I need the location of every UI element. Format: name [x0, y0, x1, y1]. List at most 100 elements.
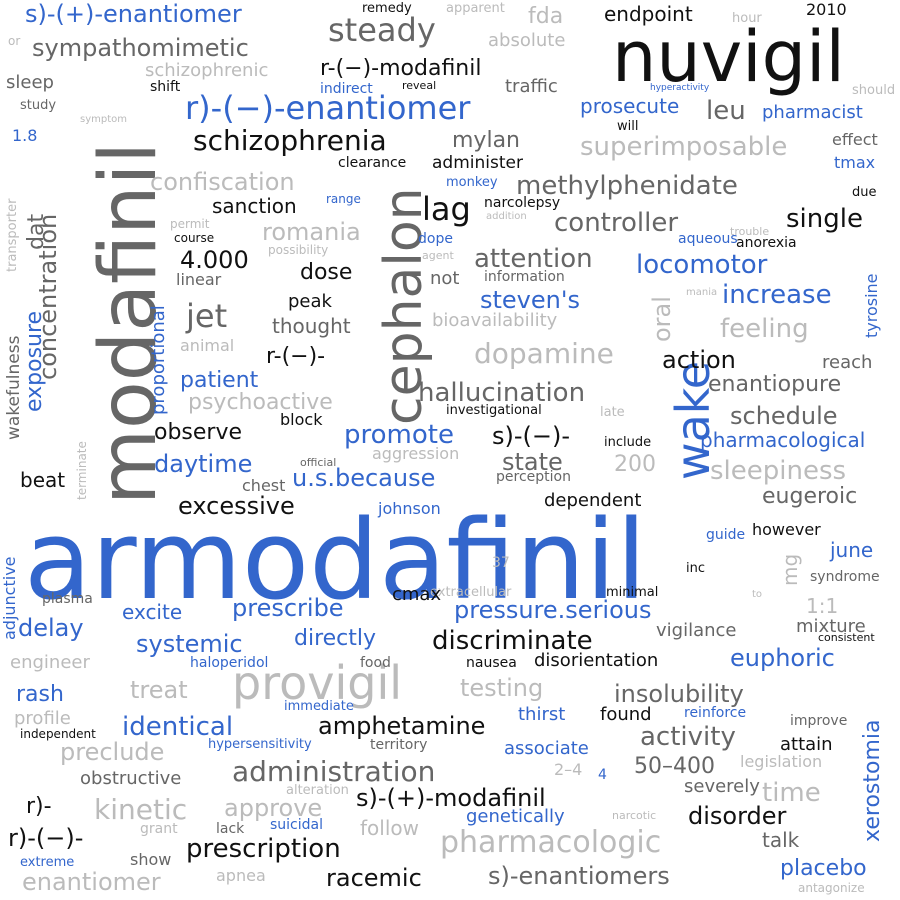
- word-proportional: proportional: [148, 305, 169, 415]
- word-pharmacologic: pharmacologic: [440, 825, 662, 860]
- word-provigil: provigil: [232, 656, 403, 710]
- word-investigational: investigational: [446, 403, 542, 418]
- word-action: action: [662, 346, 736, 374]
- word-include: include: [604, 435, 652, 450]
- word-psychoactive: psychoactive: [188, 390, 333, 415]
- word-thirst: thirst: [518, 704, 566, 725]
- word-immediate: immediate: [284, 699, 354, 714]
- word-excite: excite: [122, 600, 183, 624]
- word-mixture: mixture: [796, 616, 866, 637]
- word-r-minus: r-(−)-: [266, 344, 326, 369]
- word-oral: oral: [648, 296, 676, 342]
- word-permit: permit: [170, 217, 210, 231]
- word-dope: dope: [418, 231, 453, 247]
- word-to: to: [752, 589, 763, 600]
- word-will: will: [617, 119, 639, 134]
- word-or: or: [8, 34, 21, 48]
- word-systemic: systemic: [136, 630, 243, 658]
- word-improve: improve: [790, 713, 848, 729]
- word-apparent: apparent: [446, 1, 505, 16]
- word-peak: peak: [288, 291, 332, 312]
- word-engineer: engineer: [10, 652, 90, 673]
- word-locomotor: locomotor: [636, 250, 768, 280]
- word-antagonize: antagonize: [798, 881, 865, 895]
- word-dopamine: dopamine: [474, 337, 614, 370]
- word-aqueous: aqueous: [678, 231, 738, 247]
- word-haloperidol: haloperidol: [190, 655, 269, 671]
- word-4000: 4.000: [180, 246, 249, 274]
- word-nuvigil: nuvigil: [612, 16, 845, 98]
- word-plasma: plasma: [42, 591, 93, 607]
- word-chest: chest: [242, 476, 286, 495]
- word-indirect: indirect: [320, 81, 373, 97]
- word-2010: 2010: [806, 0, 847, 19]
- word-insolubility: insolubility: [614, 680, 744, 708]
- word-sleepiness: sleepiness: [710, 456, 847, 486]
- word-37: 37: [492, 555, 510, 571]
- word-dat: dat: [24, 213, 49, 250]
- word-johnson: johnson: [378, 499, 441, 518]
- word-methylphenidate: methylphenidate: [516, 171, 738, 201]
- word-associate: associate: [504, 738, 589, 759]
- word-prescription: prescription: [186, 834, 341, 864]
- word-hour: hour: [732, 11, 762, 26]
- word-effect: effect: [832, 130, 878, 149]
- word-preclude: preclude: [60, 738, 165, 766]
- word-r-modafinil: r-(−)-modafinil: [320, 56, 482, 81]
- word-course: course: [174, 231, 215, 245]
- word-agent: agent: [422, 249, 454, 262]
- word-administration: administration: [232, 755, 436, 788]
- word-time: time: [762, 778, 821, 808]
- word-inc: inc: [686, 561, 705, 576]
- word-symptom: symptom: [80, 114, 127, 125]
- word-approve: approve: [224, 794, 323, 822]
- word-linear: linear: [176, 270, 222, 289]
- word-r-paren: r)-: [26, 794, 52, 819]
- word-controller: controller: [554, 208, 679, 238]
- word-hyperactivity: hyperactivity: [650, 83, 710, 93]
- word-feeling: feeling: [720, 314, 809, 344]
- word-mania: mania: [686, 287, 718, 298]
- word-testing: testing: [460, 674, 544, 702]
- word-xerostomia: xerostomia: [860, 719, 885, 842]
- word-apnea: apnea: [216, 866, 266, 885]
- word-attention: attention: [474, 244, 593, 274]
- word-extracellular: extracellular: [430, 585, 512, 600]
- word-grant: grant: [140, 821, 178, 837]
- word-found: found: [600, 704, 652, 725]
- word-s-plus-enantiomer: s)-(+)-enantiomer: [25, 0, 242, 28]
- word-r-enantiomer: r)-(−)-enantiomer: [185, 89, 471, 127]
- word-reveal: reveal: [402, 79, 437, 92]
- word-hypersensitivity: hypersensitivity: [208, 737, 312, 752]
- word-legislation: legislation: [740, 752, 823, 771]
- word-endpoint: endpoint: [604, 2, 693, 26]
- word-hallucination: hallucination: [418, 378, 586, 408]
- word-jet: jet: [186, 297, 228, 335]
- word-patient: patient: [180, 368, 259, 393]
- word-clearance: clearance: [338, 155, 407, 171]
- word-stevens: steven's: [480, 286, 580, 314]
- word-schedule: schedule: [730, 402, 838, 430]
- word-treat: treat: [130, 676, 188, 704]
- word-absolute: absolute: [488, 30, 566, 51]
- word-r-paren-minus: r)-(−)-: [8, 824, 84, 852]
- word-narcolepsy: narcolepsy: [484, 195, 561, 211]
- word-however: however: [752, 520, 821, 539]
- word-tyrosine: tyrosine: [862, 273, 881, 338]
- word-romania: romania: [262, 218, 361, 246]
- word-s-minus: s)-(−)-: [492, 422, 571, 450]
- word-not: not: [430, 268, 460, 289]
- word-placebo: placebo: [780, 856, 867, 881]
- word-sleep: sleep: [6, 72, 54, 93]
- word-pharmacist: pharmacist: [762, 102, 863, 123]
- word-reach: reach: [822, 352, 873, 373]
- word-syndrome: syndrome: [810, 569, 880, 585]
- word-minimal: minimal: [606, 585, 659, 600]
- word-possibility: possibility: [268, 243, 329, 257]
- word-profile: profile: [14, 708, 71, 729]
- word-transporter: transporter: [5, 198, 20, 272]
- word-monkey: monkey: [446, 175, 498, 190]
- word-activity: activity: [640, 722, 736, 752]
- word-food: food: [360, 655, 391, 671]
